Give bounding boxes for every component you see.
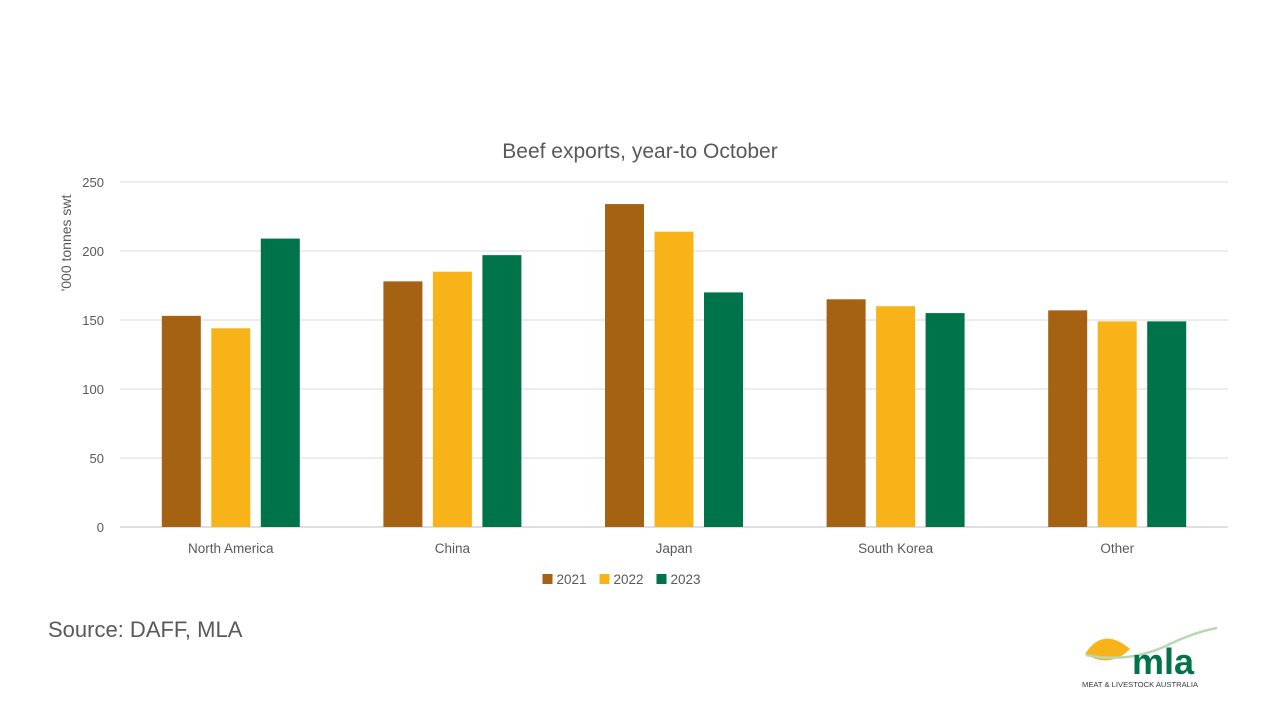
legend: 2021 2022 2023 bbox=[542, 572, 701, 587]
legend-label: 2023 bbox=[671, 572, 701, 587]
x-category-label: China bbox=[435, 541, 471, 556]
bar-north-america-2023 bbox=[260, 238, 300, 527]
bar-south-korea-2021 bbox=[826, 299, 866, 527]
x-category-label: Other bbox=[1100, 541, 1134, 556]
logo-wordmark: mla bbox=[1132, 641, 1195, 682]
y-tick-label: 50 bbox=[90, 451, 104, 466]
legend-label: 2021 bbox=[557, 572, 587, 587]
legend-swatch bbox=[656, 574, 667, 584]
bar-china-2023 bbox=[482, 255, 522, 527]
x-category-label: North America bbox=[188, 541, 274, 556]
x-category-label: South Korea bbox=[858, 541, 934, 556]
bar-north-america-2022 bbox=[211, 328, 251, 527]
bar-south-korea-2022 bbox=[876, 306, 916, 527]
bar-south-korea-2023 bbox=[925, 313, 965, 527]
bar-japan-2021 bbox=[605, 204, 644, 527]
legend-label: 2022 bbox=[614, 572, 644, 587]
source-note: Source: DAFF, MLA bbox=[48, 617, 243, 642]
logo-tagline: MEAT & LIVESTOCK AUSTRALIA bbox=[1082, 680, 1199, 689]
bar-japan-2023 bbox=[704, 292, 743, 527]
chart-title: Beef exports, year-to October bbox=[502, 140, 777, 163]
y-tick-label: 100 bbox=[82, 382, 104, 397]
mla-logo: mla MEAT & LIVESTOCK AUSTRALIA bbox=[1082, 626, 1218, 689]
legend-swatch bbox=[542, 574, 553, 584]
logo-sun-icon bbox=[1085, 638, 1130, 661]
y-tick-label: 150 bbox=[82, 313, 104, 328]
y-axis-label: '000 tonnes swt bbox=[58, 194, 74, 291]
y-tick-label: 200 bbox=[82, 244, 104, 259]
bar-other-2023 bbox=[1147, 321, 1187, 527]
bar-other-2021 bbox=[1048, 310, 1088, 527]
logo-swoosh bbox=[1085, 626, 1218, 660]
y-tick-label: 250 bbox=[82, 175, 104, 190]
y-axis-ticks: 0 50 100 150 200 250 bbox=[82, 175, 104, 535]
y-tick-label: 0 bbox=[97, 520, 104, 535]
bar-other-2022 bbox=[1097, 321, 1137, 527]
x-category-label: Japan bbox=[656, 541, 693, 556]
bar-north-america-2021 bbox=[161, 315, 201, 527]
legend-swatch bbox=[599, 574, 610, 584]
bars bbox=[161, 204, 1187, 527]
bar-china-2022 bbox=[432, 271, 472, 527]
x-axis-categories: North America China Japan South Korea Other bbox=[188, 541, 1135, 556]
bar-japan-2022 bbox=[654, 231, 694, 527]
bar-china-2021 bbox=[383, 281, 423, 527]
